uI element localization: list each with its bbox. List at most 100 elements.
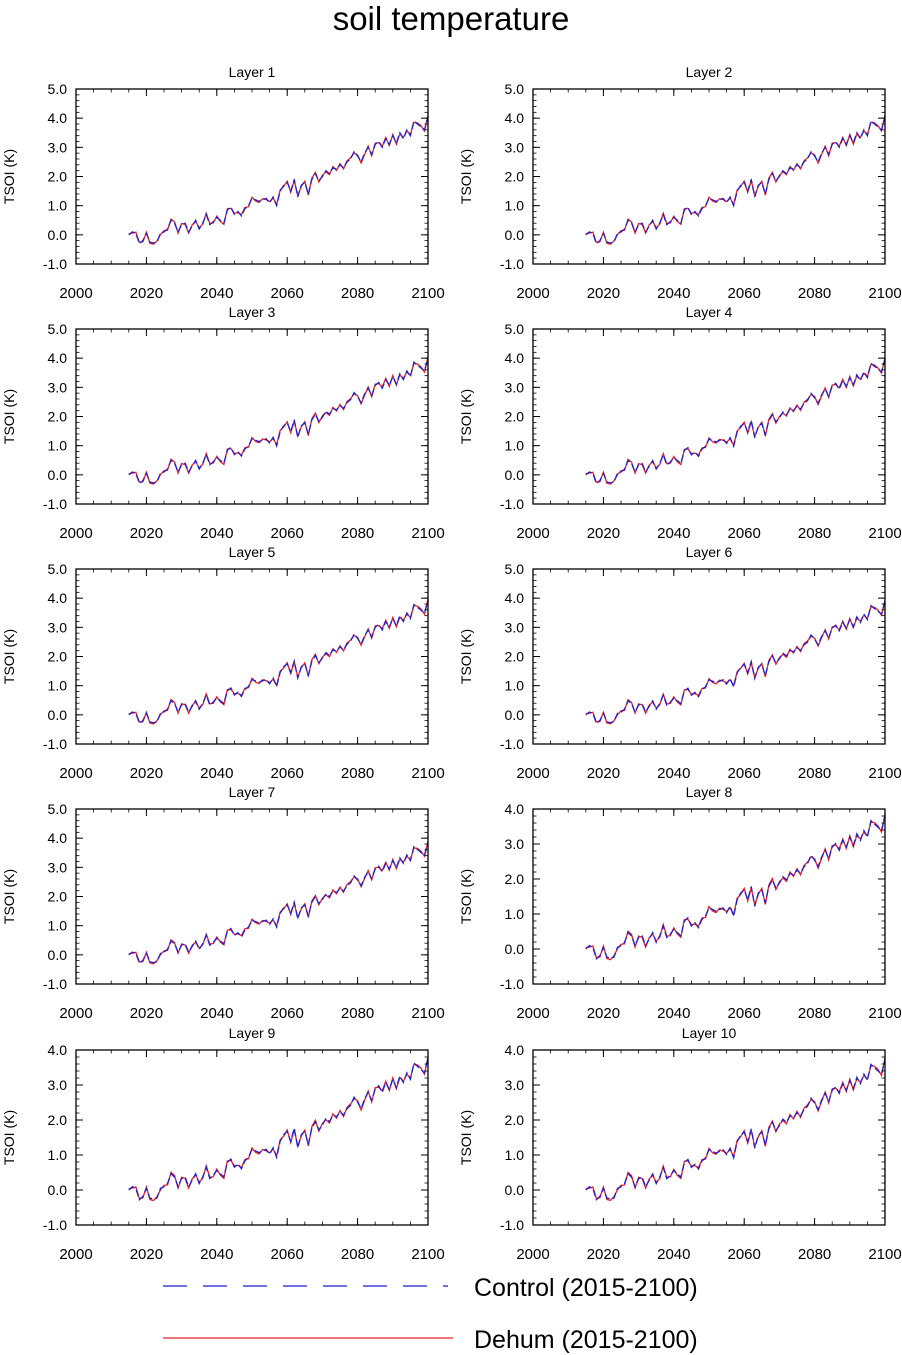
y-tick-label: -1.0 [43, 736, 67, 752]
panel-layer-6: Layer 6 TSOI (K) -1.0 0.0 1.0 2.0 3.0 4.0 5.0 200… [458, 544, 902, 782]
x-tick-label: 2080 [798, 285, 831, 302]
series-control-line [585, 1059, 886, 1201]
x-tick-label: 2000 [59, 1246, 92, 1263]
series-dehum-line [585, 600, 886, 725]
y-tick-label: 5.0 [505, 561, 525, 577]
x-tick-label: 2060 [728, 765, 761, 782]
y-tick-label: 1.0 [505, 906, 525, 922]
plot-frame [75, 328, 429, 505]
y-tick-label: 0.0 [505, 467, 525, 483]
panel-title: Layer 6 [686, 544, 733, 560]
x-tick-label: 2080 [798, 765, 831, 782]
y-tick-label: 5.0 [505, 81, 525, 97]
y-tick-label: 4.0 [48, 830, 68, 846]
y-tick-label: 2.0 [505, 871, 525, 887]
x-tick-label: 2040 [200, 285, 233, 302]
panel-layer-9: Layer 9 TSOI (K) -1.0 0.0 1.0 2.0 3.0 4.0 2000 20… [1, 1025, 445, 1263]
x-tick-label: 2040 [200, 1005, 233, 1022]
x-tick-label: 2040 [657, 285, 690, 302]
plot-frame [75, 88, 429, 265]
y-tick-label: 5.0 [48, 321, 68, 337]
series-dehum-line [128, 598, 429, 725]
series-dehum-line [128, 115, 429, 245]
x-tick-label: 2080 [798, 1005, 831, 1022]
y-tick-label: 4.0 [505, 110, 525, 126]
x-tick-label: 2100 [868, 1005, 901, 1022]
panel-layer-3: Layer 3 TSOI (K) -1.0 0.0 1.0 2.0 3.0 4.0 5.0 200… [1, 304, 445, 542]
y-tick-label: 0.0 [505, 227, 525, 243]
y-tick-label: 1.0 [48, 1147, 68, 1163]
x-tick-label: 2060 [271, 765, 304, 782]
y-axis-label: TSOI (K) [458, 629, 474, 684]
y-tick-label: 4.0 [48, 590, 68, 606]
x-tick-label: 2020 [587, 1005, 620, 1022]
y-tick-label: 4.0 [505, 350, 525, 366]
panel-title: Layer 9 [229, 1025, 276, 1041]
y-tick-label: 2.0 [505, 1112, 525, 1128]
y-axis-label: TSOI (K) [1, 869, 17, 924]
y-tick-label: -1.0 [43, 256, 67, 272]
y-tick-label: 3.0 [505, 619, 525, 635]
panel-title: Layer 7 [229, 784, 276, 800]
panel-layer-5: Layer 5 TSOI (K) -1.0 0.0 1.0 2.0 3.0 4.0 5.0 200… [1, 544, 445, 782]
panel-layer-8: Layer 8 TSOI (K) -1.0 0.0 1.0 2.0 3.0 4.0 2000 20… [458, 784, 902, 1022]
y-tick-label: 1.0 [48, 918, 68, 934]
plot-frame [75, 1049, 429, 1226]
y-axis-label: TSOI (K) [458, 389, 474, 444]
y-tick-label: 2.0 [505, 409, 525, 425]
x-tick-label: 2080 [798, 1246, 831, 1263]
series-control-line [585, 358, 886, 485]
panel-layer-2: Layer 2 TSOI (K) -1.0 0.0 1.0 2.0 3.0 4.0 5.0 200… [458, 64, 902, 302]
x-tick-label: 2020 [587, 1246, 620, 1263]
y-tick-label: 4.0 [48, 350, 68, 366]
y-tick-label: 0.0 [48, 707, 68, 723]
x-tick-label: 2020 [130, 765, 163, 782]
y-tick-label: 3.0 [505, 379, 525, 395]
x-tick-label: 2000 [516, 285, 549, 302]
y-tick-label: 1.0 [505, 678, 525, 694]
y-tick-label: 3.0 [48, 619, 68, 635]
series-dehum-line [128, 1056, 429, 1202]
y-tick-label: 4.0 [505, 1042, 525, 1058]
series-dehum-line [585, 357, 886, 485]
x-tick-label: 2080 [341, 525, 374, 542]
y-tick-label: 0.0 [48, 467, 68, 483]
y-tick-label: 1.0 [48, 198, 68, 214]
series-dehum-line [128, 841, 429, 965]
y-tick-label: 4.0 [505, 801, 525, 817]
y-tick-label: 2.0 [48, 649, 68, 665]
panel-title: Layer 4 [686, 304, 733, 320]
x-tick-label: 2100 [868, 285, 901, 302]
x-tick-label: 2040 [657, 1246, 690, 1263]
y-tick-label: 0.0 [505, 707, 525, 723]
x-tick-label: 2060 [271, 525, 304, 542]
x-tick-label: 2060 [728, 285, 761, 302]
y-tick-label: 1.0 [48, 438, 68, 454]
y-axis-label: TSOI (K) [458, 869, 474, 924]
x-tick-label: 2080 [798, 525, 831, 542]
y-tick-label: 1.0 [505, 1147, 525, 1163]
y-axis-label: TSOI (K) [458, 1110, 474, 1165]
plot-frame [532, 808, 886, 985]
series-control-line [128, 1058, 429, 1201]
series-control-line [128, 600, 429, 725]
y-tick-label: 3.0 [505, 1077, 525, 1093]
y-tick-label: 1.0 [505, 438, 525, 454]
y-axis-label: TSOI (K) [458, 149, 474, 204]
series-control-line [585, 815, 886, 961]
x-tick-label: 2020 [130, 525, 163, 542]
x-tick-label: 2100 [411, 1246, 444, 1263]
y-tick-label: 3.0 [48, 379, 68, 395]
series-dehum-line [585, 1058, 886, 1202]
x-tick-label: 2080 [341, 765, 374, 782]
y-tick-label: 5.0 [48, 801, 68, 817]
x-tick-label: 2080 [341, 285, 374, 302]
y-tick-label: 3.0 [48, 1077, 68, 1093]
legend-control-label: Control (2015-2100) [474, 1274, 698, 1302]
y-tick-label: 0.0 [48, 947, 68, 963]
x-tick-label: 2020 [587, 285, 620, 302]
y-tick-label: 5.0 [48, 81, 68, 97]
x-tick-label: 2000 [516, 765, 549, 782]
x-tick-label: 2000 [516, 525, 549, 542]
x-tick-label: 2020 [587, 765, 620, 782]
